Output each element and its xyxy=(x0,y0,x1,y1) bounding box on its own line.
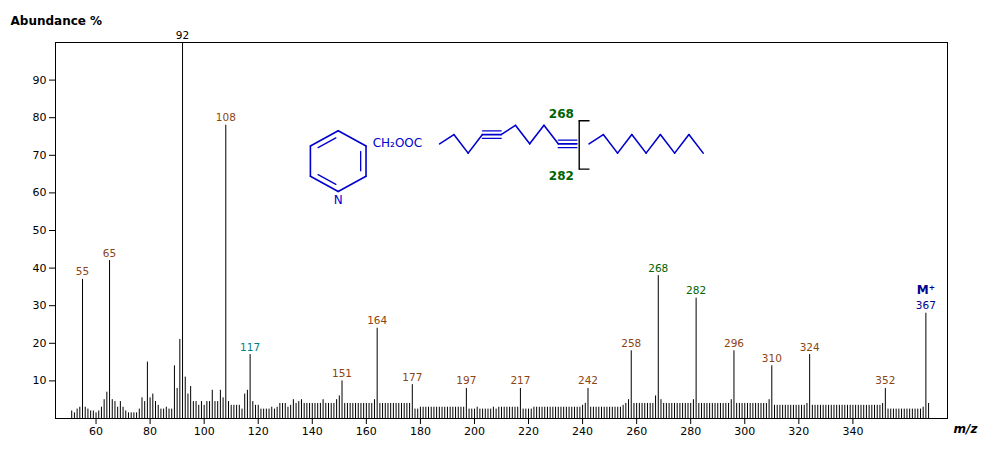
svg-text:30: 30 xyxy=(33,299,47,312)
svg-text:55: 55 xyxy=(76,265,89,277)
svg-text:352: 352 xyxy=(875,374,895,386)
svg-text:367: 367 xyxy=(916,299,936,311)
svg-text:Abundance %: Abundance % xyxy=(11,14,103,28)
svg-text:324: 324 xyxy=(800,341,820,353)
svg-text:217: 217 xyxy=(510,374,530,386)
svg-text:200: 200 xyxy=(464,425,485,438)
svg-text:240: 240 xyxy=(572,425,593,438)
svg-text:260: 260 xyxy=(626,425,647,438)
svg-text:160: 160 xyxy=(356,425,377,438)
svg-text:258: 258 xyxy=(621,337,641,349)
svg-text:151: 151 xyxy=(332,367,352,379)
svg-text:m/z: m/z xyxy=(954,422,979,436)
svg-text:108: 108 xyxy=(216,111,236,123)
svg-text:100: 100 xyxy=(194,425,215,438)
svg-text:180: 180 xyxy=(410,425,431,438)
svg-text:282: 282 xyxy=(549,169,574,183)
svg-text:N: N xyxy=(334,193,343,207)
svg-text:177: 177 xyxy=(402,371,422,383)
svg-text:80: 80 xyxy=(33,111,47,124)
svg-text:40: 40 xyxy=(33,262,47,275)
svg-text:282: 282 xyxy=(686,284,706,296)
svg-text:268: 268 xyxy=(648,262,668,274)
svg-text:310: 310 xyxy=(762,352,782,364)
svg-text:220: 220 xyxy=(518,425,539,438)
svg-text:140: 140 xyxy=(302,425,323,438)
svg-text:117: 117 xyxy=(240,341,260,353)
svg-text:300: 300 xyxy=(734,425,755,438)
svg-text:280: 280 xyxy=(680,425,701,438)
svg-text:CH₂OOC: CH₂OOC xyxy=(373,136,422,150)
svg-text:80: 80 xyxy=(143,425,157,438)
svg-text:320: 320 xyxy=(788,425,809,438)
svg-text:197: 197 xyxy=(456,374,476,386)
svg-text:70: 70 xyxy=(33,149,47,162)
svg-text:M⁺: M⁺ xyxy=(917,283,935,297)
svg-text:20: 20 xyxy=(33,337,47,350)
svg-text:92: 92 xyxy=(176,29,189,41)
svg-text:60: 60 xyxy=(89,425,103,438)
svg-text:268: 268 xyxy=(549,107,574,121)
svg-text:340: 340 xyxy=(842,425,863,438)
svg-text:242: 242 xyxy=(578,374,598,386)
svg-text:164: 164 xyxy=(367,314,387,326)
svg-text:120: 120 xyxy=(248,425,269,438)
svg-text:50: 50 xyxy=(33,224,47,237)
svg-text:60: 60 xyxy=(33,186,47,199)
svg-text:90: 90 xyxy=(33,74,47,87)
svg-text:65: 65 xyxy=(103,247,116,259)
svg-text:296: 296 xyxy=(724,337,744,349)
svg-text:10: 10 xyxy=(33,374,47,387)
